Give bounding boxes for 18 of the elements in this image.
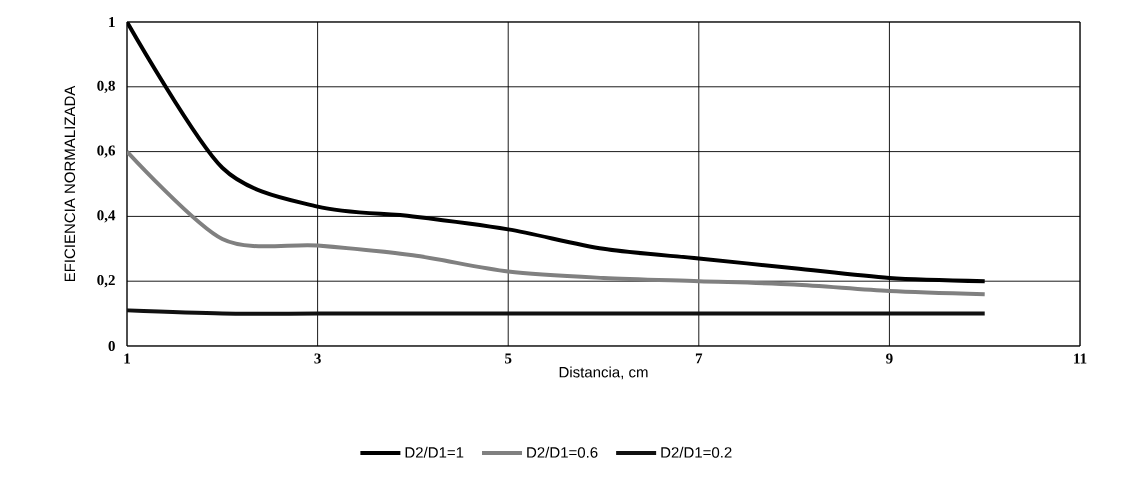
y-tick-label: 0: [108, 340, 115, 352]
legend-label: D2/D1=0.6: [527, 446, 598, 458]
legend-label: D2/D1=1: [405, 446, 464, 458]
x-tick-label: 9: [886, 353, 893, 364]
x-tick-label: 5: [505, 353, 512, 364]
y-tick-label: 0,2: [97, 275, 115, 288]
x-tick-label: 3: [314, 353, 321, 364]
legend-label: D2/D1=0.2: [661, 446, 732, 458]
line-series: [127, 149, 987, 297]
y-tick-label: 1: [109, 17, 115, 27]
y-tick-label: 0,8: [97, 80, 115, 93]
x-axis-title: Distancia, cm: [559, 366, 648, 380]
y-axis-title: EFICIENCIA NORMALIZADA: [64, 85, 76, 282]
x-tick-label: 7: [695, 353, 703, 364]
x-tick-label: 1: [124, 353, 130, 364]
y-tick-label: 0,6: [97, 145, 116, 158]
y-tick-label: 0,4: [97, 210, 116, 223]
x-tick-label: 11: [1074, 353, 1087, 364]
